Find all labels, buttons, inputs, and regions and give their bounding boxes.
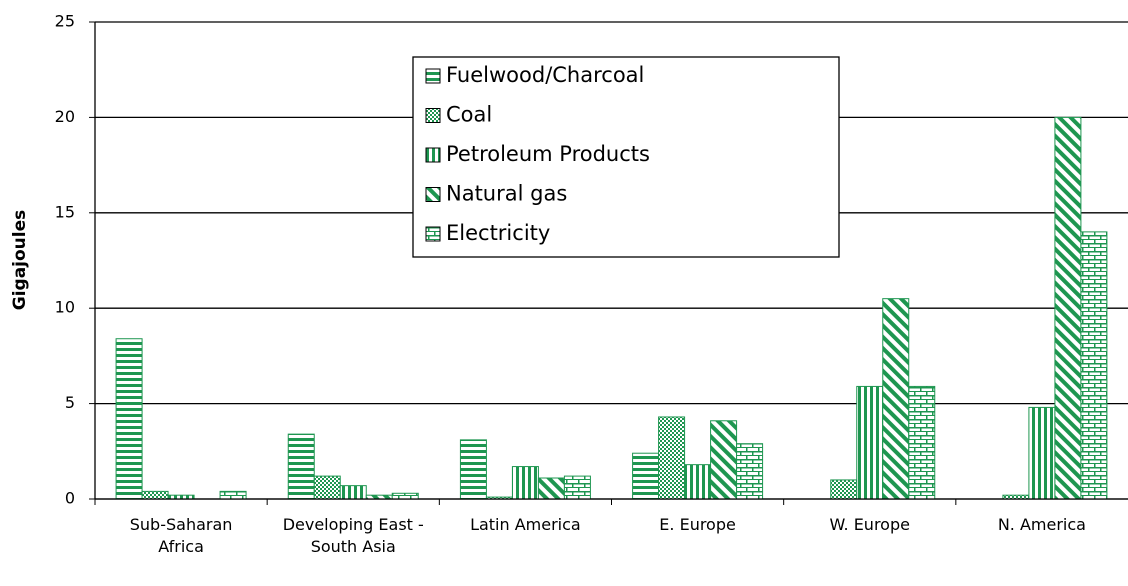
x-tick-label: Sub-Saharan Africa bbox=[129, 515, 233, 556]
bar bbox=[339, 485, 367, 500]
bar bbox=[684, 464, 712, 500]
y-tick-label: 10 bbox=[55, 298, 75, 317]
y-tick-label: 25 bbox=[55, 12, 75, 31]
legend-swatch bbox=[425, 108, 441, 123]
legend-swatch bbox=[425, 68, 441, 84]
bar bbox=[115, 338, 143, 500]
bar bbox=[632, 452, 660, 500]
bar bbox=[391, 492, 419, 500]
bar bbox=[908, 385, 936, 500]
bar bbox=[141, 490, 169, 500]
bar bbox=[882, 298, 910, 500]
legend-swatch bbox=[425, 187, 441, 202]
legend-box bbox=[412, 56, 840, 258]
legend-label: Coal bbox=[446, 103, 492, 127]
legend-label: Petroleum Products bbox=[446, 142, 650, 166]
bar bbox=[830, 479, 858, 500]
bar bbox=[287, 433, 315, 500]
legend-swatch bbox=[425, 147, 441, 163]
x-tick-label: E. Europe bbox=[659, 515, 736, 534]
bar bbox=[537, 477, 565, 500]
bar bbox=[1054, 116, 1082, 500]
bar bbox=[563, 475, 591, 500]
y-tick-label: 20 bbox=[55, 107, 75, 126]
bar bbox=[736, 443, 764, 500]
bar bbox=[313, 475, 341, 500]
bar bbox=[219, 490, 247, 500]
bar bbox=[511, 466, 539, 500]
x-tick-label: Latin America bbox=[470, 515, 581, 534]
bar bbox=[710, 420, 738, 500]
bar bbox=[1028, 406, 1056, 500]
legend-label: Fuelwood/Charcoal bbox=[446, 63, 644, 87]
y-axis-label: Gigajoules bbox=[10, 210, 30, 311]
legend-label: Natural gas bbox=[446, 182, 567, 206]
bar bbox=[856, 385, 884, 500]
y-tick-label: 5 bbox=[65, 393, 75, 412]
bar bbox=[459, 439, 487, 500]
bar bbox=[658, 416, 686, 500]
legend-label: Electricity bbox=[446, 221, 550, 245]
y-tick-label: 0 bbox=[65, 489, 75, 508]
x-tick-label: Developing East -South Asia bbox=[282, 515, 424, 556]
legend-swatch bbox=[425, 226, 441, 242]
y-tick-label: 15 bbox=[55, 202, 75, 221]
x-tick-label: W. Europe bbox=[829, 515, 910, 534]
bar bbox=[1080, 231, 1108, 500]
x-tick-label: N. America bbox=[997, 515, 1086, 534]
